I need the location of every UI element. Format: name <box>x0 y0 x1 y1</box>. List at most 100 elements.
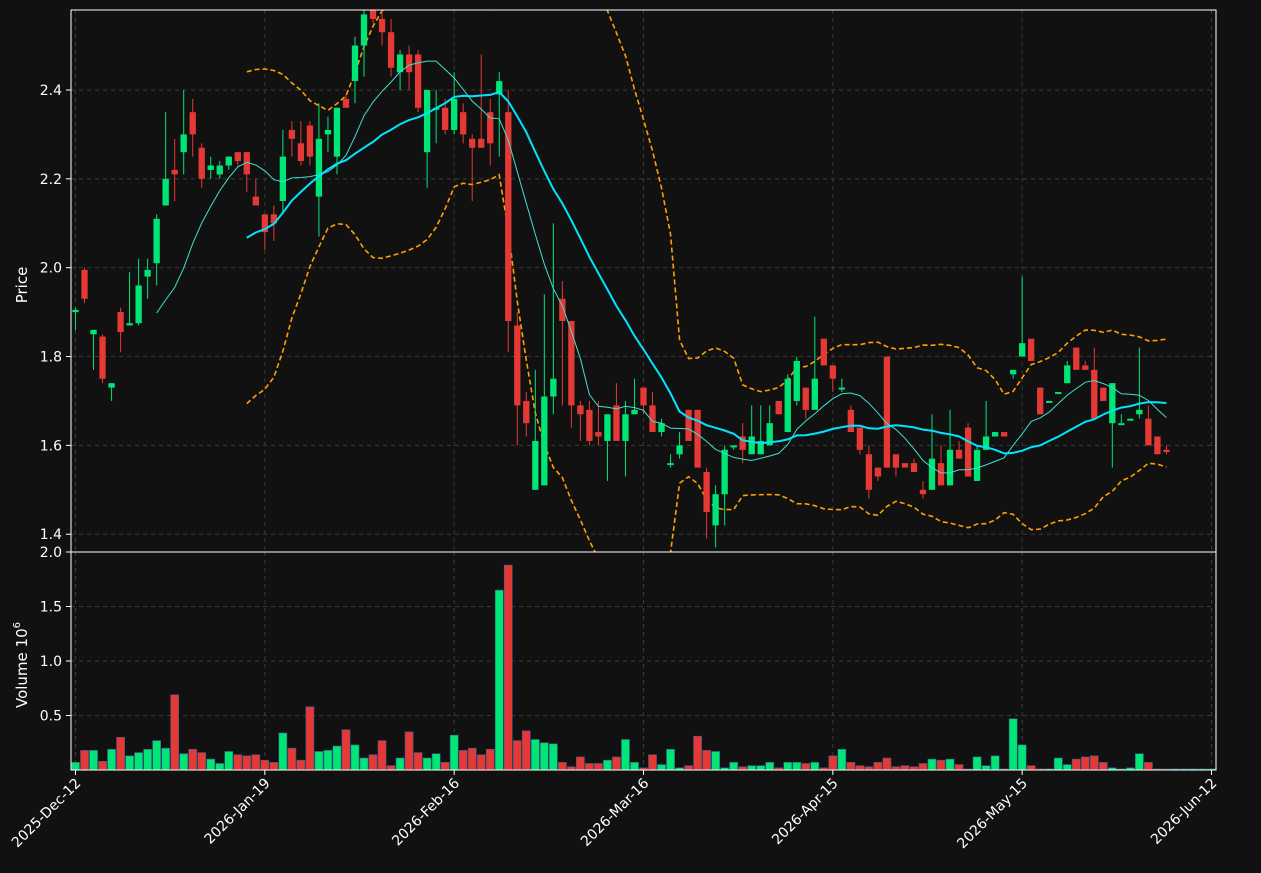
price-tick-label: 2.0 <box>40 261 62 277</box>
candle-body-down <box>595 432 602 437</box>
candle-body-down <box>261 214 268 233</box>
candle-body-up <box>351 45 359 82</box>
candle-body-down <box>1091 369 1098 419</box>
volume-bar-up <box>224 751 234 771</box>
volume-bar-up <box>431 753 441 771</box>
candle-body-up <box>1118 423 1125 426</box>
volume-bar-up <box>530 739 540 771</box>
volume-bar-down <box>242 755 252 771</box>
volume-bar-down <box>269 762 279 771</box>
volume-bar-down <box>846 762 856 771</box>
candle-body-down <box>171 169 178 175</box>
volume-bar-up <box>152 740 162 771</box>
volume-bar-down <box>116 736 125 771</box>
candle-body-up <box>451 98 458 130</box>
candle-body-down <box>1100 387 1107 401</box>
volume-bar-down <box>233 754 243 771</box>
candle-body-down <box>306 125 314 157</box>
volume-bar-up <box>314 751 324 771</box>
volume-bar-up <box>215 763 225 771</box>
volume-bar-up <box>1053 757 1063 771</box>
candle-body-down <box>378 18 386 33</box>
candle-body-down <box>883 356 891 468</box>
candle-body-up <box>153 218 160 264</box>
volume-bar-down <box>404 731 414 771</box>
candle-body-down <box>1000 432 1008 437</box>
volume-bar-down <box>287 747 297 771</box>
volume-bar-down <box>801 763 811 771</box>
candle-body-down <box>469 138 476 148</box>
volume-bar-up <box>945 758 955 771</box>
candlesticks <box>72 10 1170 548</box>
volume-bar-up <box>449 734 459 771</box>
volume-bar-down <box>503 564 513 771</box>
candle-body-up <box>757 440 764 455</box>
candle-body-down <box>487 112 494 144</box>
candle-body-down <box>919 489 927 495</box>
candle-body-down <box>937 463 945 486</box>
volume-bar-down <box>576 756 585 771</box>
candle-body-up <box>982 436 990 450</box>
volume-bar-up <box>179 753 189 771</box>
volume-bar-up <box>539 742 549 771</box>
volume-bar-down <box>440 762 450 771</box>
volume-bar-up <box>711 751 720 771</box>
volume-bar-down <box>98 760 107 771</box>
volume-tick-label: 2.0 <box>40 545 62 561</box>
volume-bar-down <box>386 765 396 771</box>
volume-bar-down <box>585 763 594 771</box>
candle-body-up <box>550 378 557 397</box>
candle-body-up <box>1127 418 1134 421</box>
volume-bar-down <box>251 754 261 771</box>
candle-body-up <box>72 309 79 313</box>
candle-body-up <box>315 138 323 197</box>
candle-body-up <box>838 387 846 390</box>
volume-bar-up <box>1008 718 1018 771</box>
volume-bars <box>71 564 1216 771</box>
volume-bar-up <box>981 765 991 771</box>
volume-bar-down <box>1080 756 1090 771</box>
volume-bar-down <box>855 765 865 771</box>
candle-body-down <box>270 214 278 224</box>
volume-bar-up <box>603 759 612 771</box>
candle-body-up <box>766 423 773 446</box>
candle-body-up <box>721 449 728 495</box>
volume-bar-up <box>792 762 802 771</box>
candle-body-down <box>577 405 584 415</box>
volume-bar-up <box>395 757 405 771</box>
volume-bar-up <box>990 755 1000 771</box>
candle-body-up <box>928 458 936 490</box>
upper-band-line <box>246 10 1167 396</box>
candle-body-down <box>117 312 124 333</box>
candle-body-down <box>703 472 710 513</box>
candle-body-up <box>1055 392 1062 395</box>
moving-averages <box>156 60 1167 474</box>
candle-body-up <box>396 54 404 73</box>
candle-body-up <box>1109 383 1116 424</box>
candle-body-down <box>1037 387 1044 415</box>
volume-bar-up <box>927 758 937 771</box>
candle-body-down <box>243 152 250 175</box>
candle-body-up <box>784 378 791 433</box>
volume-bar-down <box>1144 762 1153 771</box>
candle-body-down <box>234 152 241 162</box>
candle-body-down <box>694 409 701 468</box>
candle-body-down <box>1154 436 1161 455</box>
candle-body-up <box>1019 343 1026 357</box>
candle-body-down <box>964 427 972 477</box>
volume-axis-label-exponent: 6 <box>12 622 23 628</box>
volume-bar-up <box>422 757 432 771</box>
volume-bar-up <box>107 748 116 771</box>
candle-body-down <box>505 112 512 321</box>
volume-bar-up <box>161 747 171 771</box>
candle-body-up <box>126 323 133 326</box>
candle-body-down <box>460 112 467 135</box>
volume-bar-down <box>80 750 89 771</box>
candle-body-down <box>252 196 259 206</box>
candle-body-down <box>910 463 918 473</box>
candle-body-down <box>685 409 692 441</box>
candle-body-down <box>739 436 746 450</box>
candle-body-up <box>1046 400 1053 403</box>
volume-bar-up <box>1062 764 1072 771</box>
candle-body-down <box>478 138 485 148</box>
